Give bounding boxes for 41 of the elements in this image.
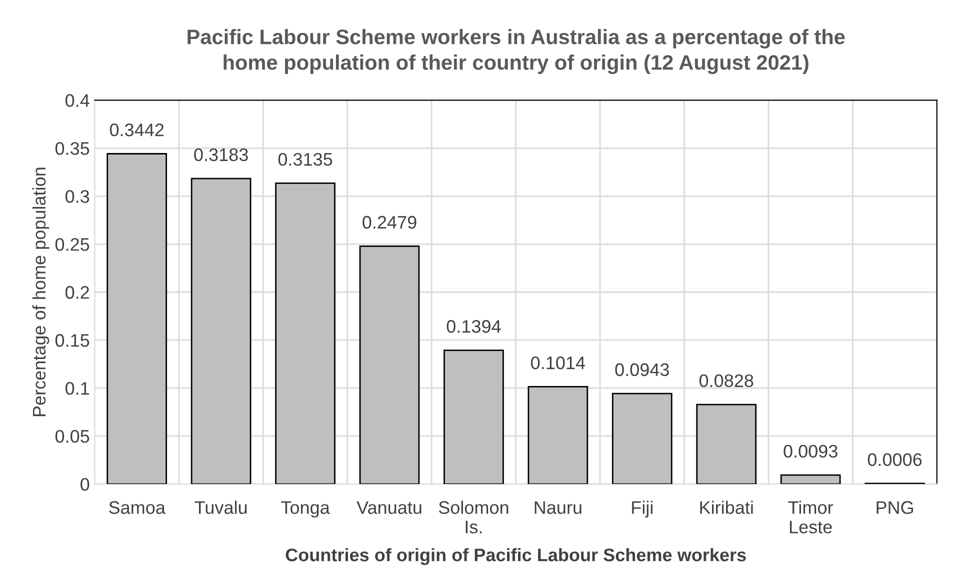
y-tick-label: 0.2 [65, 286, 89, 299]
data-label: 0.0943 [615, 363, 669, 376]
y-tick-label: 0.35 [55, 142, 90, 155]
bar [696, 404, 757, 484]
y-tick-label: 0.05 [55, 430, 90, 443]
x-tick-label: Kiribati [700, 500, 753, 514]
y-tick-label: 0 [80, 478, 90, 491]
data-label: 0.3135 [278, 152, 332, 166]
y-tick-label: 0.3 [65, 190, 90, 203]
y-axis-title: Percentage of home population [32, 168, 50, 416]
x-tick-label: PNG [876, 501, 914, 514]
y-tick-label: 0.1 [65, 382, 90, 395]
bar [780, 474, 841, 484]
x-tick-label: Solomon Is. [438, 500, 508, 534]
x-tick-label: Samoa [109, 501, 166, 514]
data-label: 0.0006 [868, 453, 922, 466]
x-tick-label: Vanuatu [356, 501, 422, 514]
data-label: 0.0093 [784, 444, 838, 458]
bar [106, 153, 168, 484]
y-tick-label: 0.4 [65, 94, 90, 107]
bar [528, 386, 588, 484]
x-tick-label: Nauru [534, 501, 582, 514]
bar [444, 350, 504, 484]
x-axis-title: Countries of origin of Pacific Labour Scheme workers [286, 548, 746, 566]
bar [359, 245, 420, 484]
bar [612, 392, 672, 484]
data-label: 0.3183 [194, 148, 248, 162]
data-label: 0.2479 [362, 216, 416, 229]
bar [190, 178, 252, 484]
data-label: 0.1394 [446, 320, 501, 333]
y-tick-label: 0.15 [55, 334, 90, 347]
x-tick-label: Timor Leste [788, 500, 834, 534]
x-tick-label: Tonga [281, 501, 330, 518]
data-label: 0.0828 [699, 374, 754, 388]
data-label: 0.3442 [110, 124, 164, 136]
y-tick-label: 0.25 [55, 238, 90, 251]
chart-title: Pacific Labour Scheme workers in Australia as a percentage of the home population of their country of origin (12 August 2021) [188, 29, 845, 74]
x-tick-label: Fiji [632, 500, 652, 518]
x-tick-label: Tuvalu [194, 500, 247, 514]
data-label: 0.1014 [531, 356, 586, 370]
bar [275, 182, 336, 484]
